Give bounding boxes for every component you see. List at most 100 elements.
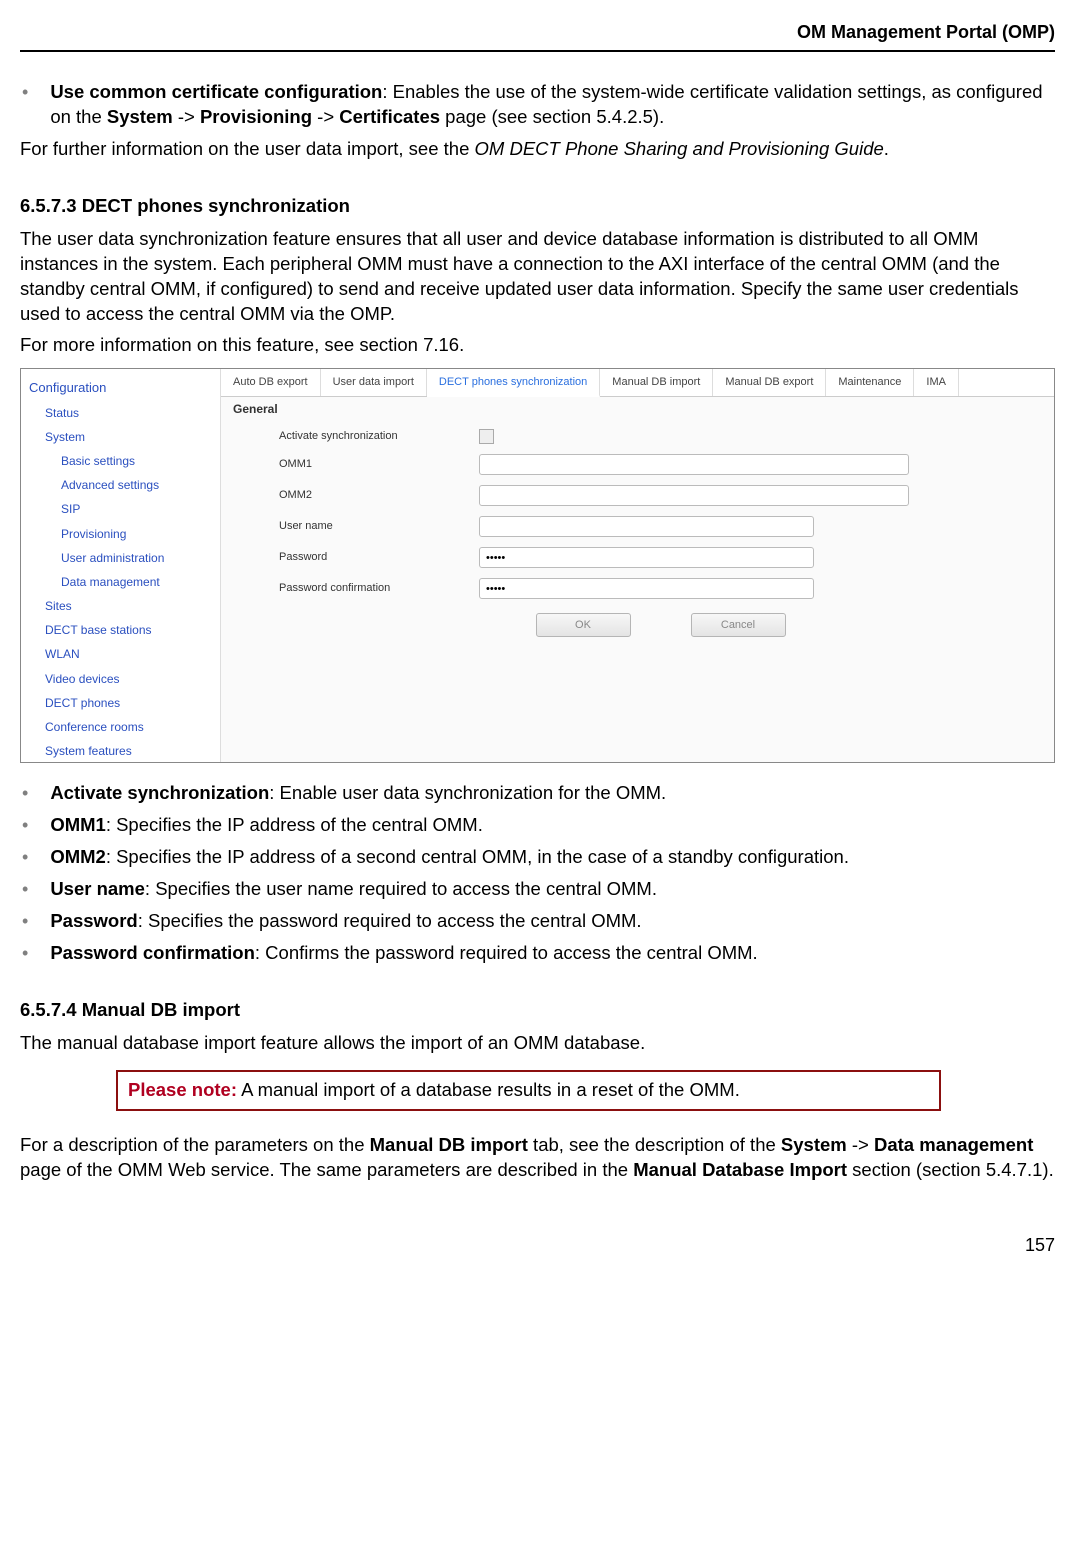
tail: page (see section 5.4.2.5). [440,106,664,127]
header-rule [20,50,1055,52]
text: For further information on the user data… [20,138,475,159]
def-password-confirmation: •Password confirmation: Confirms the pas… [20,941,1055,966]
section-title: Manual DB import [82,999,240,1020]
arrow: -> [847,1134,874,1155]
input-omm2[interactable] [479,485,909,506]
def-term: Password confirmation [50,942,255,963]
label-omm1: OMM1 [279,457,479,472]
path-provisioning: Provisioning [200,106,312,127]
def-text: User name: Specifies the user name requi… [40,877,1055,902]
manual-database-import: Manual Database Import [633,1159,847,1180]
page-header-title: OM Management Portal (OMP) [20,20,1055,50]
top-bullet-list: • Use common certificate configuration: … [20,80,1055,130]
tab-manual-db-import[interactable]: Manual DB import [600,369,713,396]
sidebar-item-provisioning[interactable]: Provisioning [29,522,220,546]
section1-p1: The user data synchronization feature en… [20,227,1055,327]
section-heading-6573: 6.5.7.3 DECT phones synchronization [20,194,1055,219]
bullet-text: Use common certificate configuration: En… [40,80,1055,130]
checkbox-activate[interactable] [479,429,494,444]
sidebar-item-conference-rooms[interactable]: Conference rooms [29,715,220,739]
manual-db-import: Manual DB import [370,1134,528,1155]
section2-p1: The manual database import feature allow… [20,1031,1055,1056]
button-row: OK Cancel [279,613,1042,637]
note-box: Please note: A manual import of a databa… [116,1070,941,1111]
sidebar-item-sip[interactable]: SIP [29,497,220,521]
def-password: • Password: Specifies the password requir… [20,909,1055,934]
def-desc: : Specifies the IP address of a second c… [106,846,849,867]
label-username: User name [279,519,479,534]
bullet-use-common-cert: • Use common certificate configuration: … [20,80,1055,130]
tab-user-data-import[interactable]: User data import [321,369,427,396]
def-term: User name [50,878,145,899]
sidebar-item-system[interactable]: System [29,425,220,449]
sidebar: Configuration StatusSystemBasic settings… [21,369,221,762]
input-username[interactable] [479,516,814,537]
system: System [781,1134,847,1155]
row-password-conf: Password confirmation [279,578,1042,599]
sidebar-item-dect-phones[interactable]: DECT phones [29,691,220,715]
sidebar-item-user-administration[interactable]: User administration [29,546,220,570]
def-term: Password [50,910,137,931]
sidebar-item-basic-settings[interactable]: Basic settings [29,449,220,473]
sidebar-item-advanced-settings[interactable]: Advanced settings [29,473,220,497]
ok-button[interactable]: OK [536,613,631,637]
row-omm2: OMM2 [279,485,1042,506]
def-text: Password confirmation: Confirms the pass… [40,941,1055,966]
path-certificates: Certificates [339,106,440,127]
def-text: OMM1: Specifies the IP address of the ce… [40,813,1055,838]
bullet-icon: • [22,845,28,870]
data-management: Data management [874,1134,1033,1155]
input-password[interactable] [479,547,814,568]
bullet-icon: • [22,877,28,902]
def-desc: : Specifies the user name required to ac… [145,878,657,899]
sidebar-item-data-management[interactable]: Data management [29,570,220,594]
def-text: Password: Specifies the password require… [40,909,1055,934]
bullet-icon: • [22,813,28,838]
form-panel: General Activate synchronization OMM1 OM… [221,397,1054,762]
path-system: System [107,106,173,127]
def-user-name: • User name: Specifies the user name requ… [20,877,1055,902]
input-password-conf[interactable] [479,578,814,599]
sidebar-item-wlan[interactable]: WLAN [29,642,220,666]
tab-auto-db-export[interactable]: Auto DB export [221,369,321,396]
tab-dect-phones-synchronization[interactable]: DECT phones synchronization [427,369,600,397]
def-term: OMM2 [50,846,106,867]
cancel-button[interactable]: Cancel [691,613,786,637]
def-text: Activate synchronization: Enable user da… [40,781,1055,806]
sidebar-item-status[interactable]: Status [29,401,220,425]
note-label: Please note: [128,1079,237,1100]
fieldset-label: General [233,401,1042,417]
text: . [884,138,889,159]
arrow: -> [173,106,200,127]
tab-manual-db-export[interactable]: Manual DB export [713,369,826,396]
input-omm1[interactable] [479,454,909,475]
sidebar-item-dect-base-stations[interactable]: DECT base stations [29,618,220,642]
sidebar-item-system-features[interactable]: System features [29,739,220,763]
def-activate-synchronization: • Activate synchronization: Enable user d… [20,781,1055,806]
label-activate: Activate synchronization [279,429,479,444]
section1-p2: For more information on this feature, se… [20,333,1055,358]
bullet-icon: • [22,781,28,806]
sidebar-config[interactable]: Configuration [29,375,220,401]
sidebar-item-sites[interactable]: Sites [29,594,220,618]
page-number: 157 [20,1233,1055,1257]
sidebar-item-video-devices[interactable]: Video devices [29,667,220,691]
def-omm2: • OMM2: Specifies the IP address of a sec… [20,845,1055,870]
def-desc: : Enable user data synchronization for t… [269,782,666,803]
guide-title: OM DECT Phone Sharing and Provisioning G… [475,138,884,159]
row-activate: Activate synchronization [279,429,1042,444]
t: section (section 5.4.7.1). [847,1159,1054,1180]
section-num: 6.5.7.3 [20,195,77,216]
label-password-conf: Password confirmation [279,581,479,596]
bullet-icon: • [22,909,28,934]
term: Use common certificate configuration [50,81,382,102]
section-title: DECT phones synchronization [82,195,350,216]
def-omm1: • OMM1: Specifies the IP address of the c… [20,813,1055,838]
bullet-icon: • [22,80,28,130]
tab-ima[interactable]: IMA [914,369,959,396]
tab-bar: Auto DB exportUser data importDECT phone… [221,369,1054,397]
section-num: 6.5.7.4 [20,999,77,1020]
t: page of the OMM Web service. The same pa… [20,1159,633,1180]
tab-maintenance[interactable]: Maintenance [826,369,914,396]
label-password: Password [279,550,479,565]
